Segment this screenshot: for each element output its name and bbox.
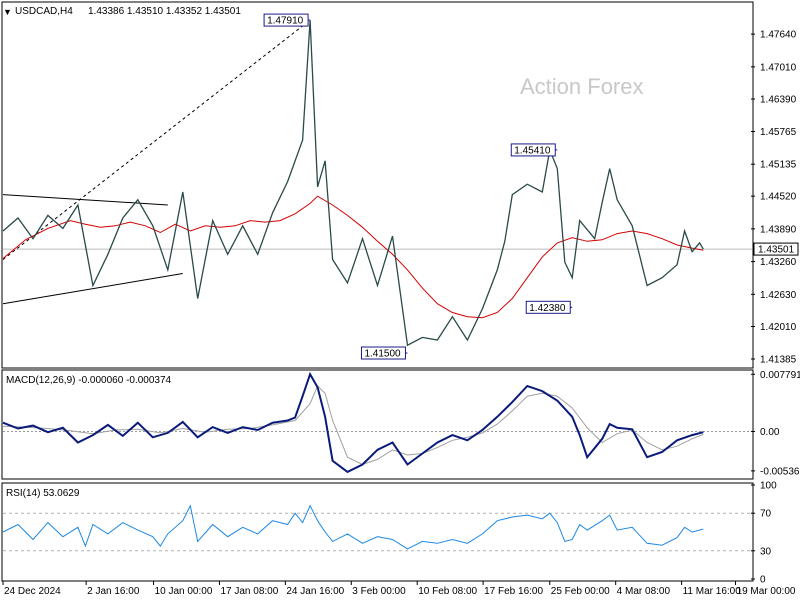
y-tick-label: 1.43890 (760, 224, 797, 235)
price-line (2, 20, 704, 347)
trendline (2, 273, 183, 305)
annotation-label: 1.42380 (529, 303, 566, 314)
x-tick-label: 2 Jan 16:00 (87, 586, 140, 597)
y-tick-label: 0 (760, 575, 766, 586)
y-tick-label: 0.00 (760, 427, 780, 438)
macd-signal-line (2, 385, 704, 466)
y-tick-label: 100 (760, 481, 777, 492)
y-tick-label: 1.47010 (760, 62, 797, 73)
x-tick-label: 24 Jan 16:00 (286, 586, 344, 597)
chart-menu-triangle-icon[interactable]: ▼ (3, 7, 12, 17)
annotation-label: 1.47910 (267, 16, 304, 27)
x-tick-label: 24 Dec 2024 (4, 586, 61, 597)
rsi-line (2, 504, 704, 550)
moving-average-line (2, 195, 704, 319)
price-series (2, 20, 704, 347)
y-tick-label: 1.44520 (760, 192, 797, 203)
price-annotations: 1.47910 1.45410 1.42380 1.41500 (263, 13, 573, 360)
x-tick-label: 17 Feb 16:00 (484, 586, 543, 597)
y-tick-label: 30 (760, 546, 772, 557)
x-tick-label: 25 Feb 00:00 (551, 586, 610, 597)
x-tick-label: 19 Mar 00:00 (737, 586, 796, 597)
macd-panel-title: MACD(12,26,9) -0.000060 -0.000374 (6, 375, 172, 386)
x-tick-label: 3 Feb 00:00 (352, 586, 406, 597)
last-price-box (753, 242, 799, 256)
rsi-series (2, 504, 704, 550)
y-tick-label: 1.45765 (760, 127, 797, 138)
x-tick-label: 17 Jan 08:00 (220, 586, 278, 597)
y-tick-label: 1.41385 (760, 354, 797, 365)
annotation-label: 1.45410 (514, 145, 551, 156)
annotation-label: 1.41500 (364, 349, 401, 360)
price-panel-title: USDCAD,H4 (15, 6, 73, 17)
x-tick-label: 4 Mar 08:00 (617, 586, 671, 597)
macd-series (2, 371, 704, 474)
x-tick-label: 11 Mar 16:00 (683, 586, 742, 597)
price-axis: 1.47640 1.47010 1.46390 1.45765 1.45135 1.445… (3, 30, 799, 365)
y-tick-label: 1.42630 (760, 290, 797, 301)
rsi-axis: 100 70 30 0 (3, 481, 777, 586)
y-tick-label: -0.005367 (760, 466, 800, 477)
last-price-label: 1.43501 (758, 245, 795, 256)
y-tick-label: 1.46390 (760, 95, 797, 106)
price-panel-frame (1, 1, 754, 369)
macd-panel-frame (1, 369, 754, 480)
y-tick-label: 1.47640 (760, 30, 797, 41)
y-tick-label: 1.43260 (760, 257, 797, 268)
rsi-panel-frame (1, 482, 754, 582)
rsi-panel-title: RSI(14) 53.0629 (6, 488, 80, 499)
ohlc-header: 1.43386 1.43510 1.43352 1.43501 (88, 6, 241, 17)
y-tick-label: 1.42010 (760, 322, 797, 333)
y-tick-label: 0.007791 (760, 370, 800, 381)
y-tick-label: 70 (760, 509, 772, 520)
y-tick-label: 1.45135 (760, 160, 797, 171)
time-axis: 24 Dec 2024 2 Jan 16:00 10 Jan 00:00 17 Jan… (2, 581, 796, 597)
macd-line (2, 371, 704, 474)
watermark: Action Forex (520, 74, 644, 99)
moving-average (2, 195, 704, 319)
x-tick-label: 10 Jan 00:00 (155, 586, 213, 597)
dashed-trendline (2, 19, 311, 260)
x-tick-label: 10 Feb 08:00 (418, 586, 477, 597)
